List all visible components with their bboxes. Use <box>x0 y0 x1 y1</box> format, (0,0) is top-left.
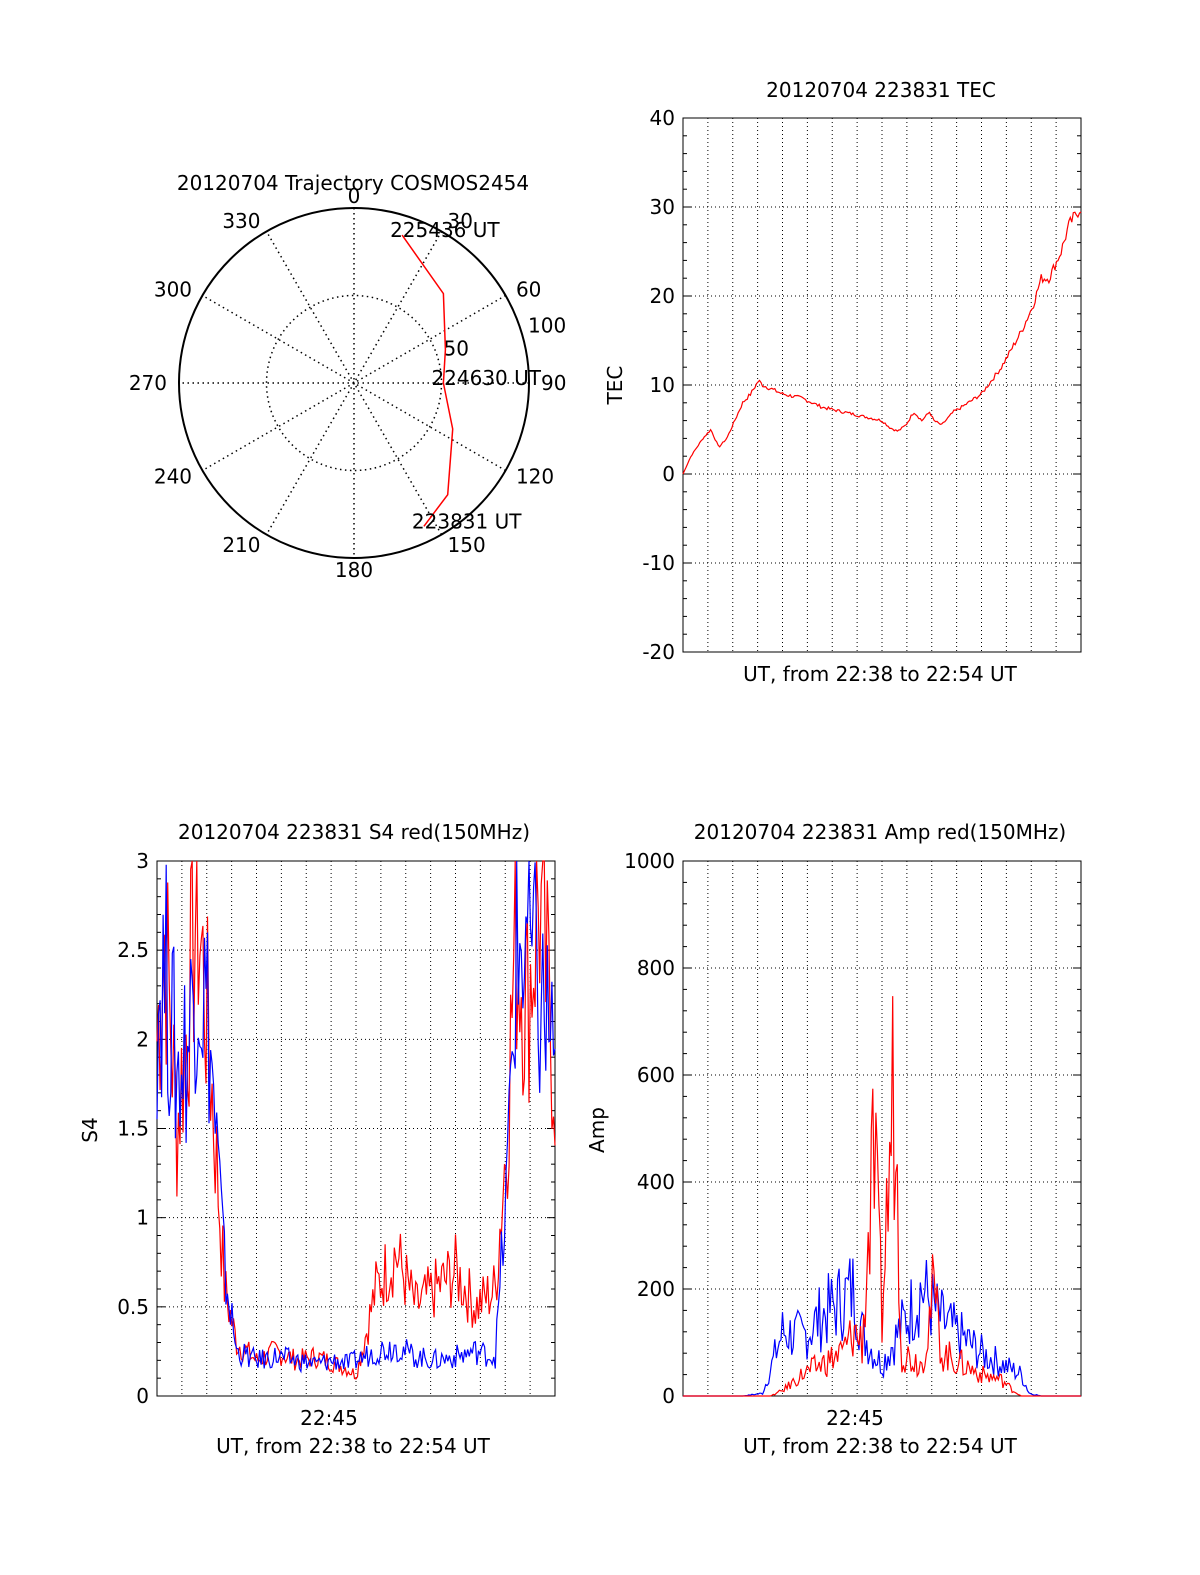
polar-angle-tick-label: 240 <box>154 465 192 489</box>
amp-x-axis-label: UT, from 22:38 to 22:54 UT <box>743 1434 1018 1458</box>
polar-radius-tick-label: 50 <box>444 336 469 360</box>
amp-y-tick-label: 200 <box>637 1277 675 1301</box>
tec-y-tick-label: 20 <box>650 284 675 308</box>
polar-angle-tick-label: 270 <box>129 371 167 395</box>
tec-y-tick-label: 0 <box>662 462 675 486</box>
s4-y-tick-label: 0.5 <box>117 1295 149 1319</box>
tec-y-axis-label: TEC <box>603 366 627 406</box>
polar-angle-tick-label: 60 <box>516 278 541 302</box>
polar-grid: 0 30 60 90 120 150 180 210 240 270 300 330 50 100 <box>129 184 567 582</box>
polar-angle-tick-label: 180 <box>335 558 373 582</box>
s4-series-line <box>156 860 556 1380</box>
tec-marks <box>682 211 1082 475</box>
s4-y-tick-label: 3 <box>136 849 149 873</box>
s4-y-tick-label: 1 <box>136 1206 149 1230</box>
amp-chart-title: 20120704 223831 Amp red(150MHz) <box>694 820 1066 844</box>
s4-grid: 0 0.5 1 1.5 2 2.5 3 <box>117 849 555 1408</box>
tec-y-tick-label: -20 <box>642 640 675 664</box>
polar-angle-tick-label: 90 <box>541 371 566 395</box>
tec-y-tick-label: 30 <box>650 195 675 219</box>
amp-y-tick-label: 0 <box>662 1384 675 1408</box>
polar-angle-tick-label: 0 <box>348 184 361 208</box>
tec-y-tick-label: 40 <box>650 106 675 130</box>
amp-y-axis-label: Amp <box>585 1107 609 1153</box>
polar-trajectory-label: 224630 UT <box>431 366 541 390</box>
amp-series-line <box>683 1258 1081 1397</box>
tec-series-line <box>682 211 1082 475</box>
s4-y-tick-label: 1.5 <box>117 1117 149 1141</box>
polar-chart: 20120704 Trajectory COSMOS2454 0 30 60 90 12… <box>129 171 567 582</box>
s4-marks <box>156 860 556 1380</box>
tec-chart-title: 20120704 223831 TEC <box>766 78 996 102</box>
amp-series-line <box>683 996 1081 1397</box>
polar-radius-tick-label: 100 <box>528 314 566 338</box>
polar-trajectory-line <box>401 234 454 527</box>
polar-angle-tick-label: 210 <box>222 533 260 557</box>
s4-chart-title: 20120704 223831 S4 red(150MHz) <box>178 820 530 844</box>
s4-y-tick-label: 2 <box>136 1027 149 1051</box>
s4-y-tick-label: 2.5 <box>117 938 149 962</box>
amp-grid: 0 200 400 600 800 1000 <box>624 849 1081 1408</box>
amp-chart: 20120704 223831 Amp red(150MHz) 0 200 400 6… <box>585 820 1082 1458</box>
s4-chart: 20120704 223831 S4 red(150MHz) 0 0.5 1 1.5 2… <box>78 820 556 1458</box>
amp-marks <box>683 996 1081 1397</box>
amp-y-tick-label: 400 <box>637 1170 675 1194</box>
polar-trajectory-label: 223831 UT <box>412 509 522 533</box>
amp-y-tick-label: 600 <box>637 1063 675 1087</box>
polar-spoke <box>265 231 443 535</box>
polar-marks: 225436 UT 224630 UT 223831 UT <box>390 218 542 533</box>
polar-trajectory-label: 225436 UT <box>390 218 500 242</box>
tec-y-tick-label: 10 <box>650 373 675 397</box>
s4-y-tick-label: 0 <box>136 1384 149 1408</box>
tec-grid: -20 -10 0 10 20 30 40 <box>642 106 1081 664</box>
polar-angle-tick-label: 120 <box>516 465 554 489</box>
s4-x-tick-label: 22:45 <box>300 1406 358 1430</box>
amp-y-tick-label: 800 <box>637 956 675 980</box>
tec-y-tick-label: -10 <box>642 551 675 575</box>
polar-inner-circle <box>265 294 443 472</box>
polar-angle-tick-label: 300 <box>154 278 192 302</box>
tec-x-axis-label: UT, from 22:38 to 22:54 UT <box>743 662 1018 686</box>
amp-y-tick-label: 1000 <box>624 849 675 873</box>
s4-y-axis-label: S4 <box>78 1117 102 1142</box>
polar-angle-tick-label: 30 <box>448 209 473 233</box>
polar-angle-tick-label: 150 <box>448 533 486 557</box>
s4-x-axis-label: UT, from 22:38 to 22:54 UT <box>216 1434 491 1458</box>
s4-series-line <box>156 860 556 1374</box>
polar-chart-title: 20120704 Trajectory COSMOS2454 <box>177 171 529 195</box>
polar-angle-tick-label: 330 <box>222 209 260 233</box>
amp-x-tick-label: 22:45 <box>826 1406 884 1430</box>
